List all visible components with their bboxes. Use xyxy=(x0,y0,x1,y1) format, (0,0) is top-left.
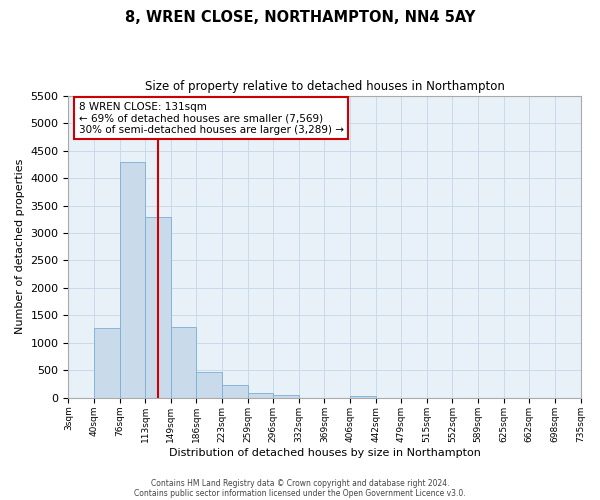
Text: 8, WREN CLOSE, NORTHAMPTON, NN4 5AY: 8, WREN CLOSE, NORTHAMPTON, NN4 5AY xyxy=(125,10,475,25)
Bar xyxy=(273,395,299,398)
X-axis label: Distribution of detached houses by size in Northampton: Distribution of detached houses by size … xyxy=(169,448,481,458)
Text: Contains HM Land Registry data © Crown copyright and database right 2024.: Contains HM Land Registry data © Crown c… xyxy=(151,478,449,488)
Bar xyxy=(94,328,119,398)
Title: Size of property relative to detached houses in Northampton: Size of property relative to detached ho… xyxy=(145,80,505,93)
Bar xyxy=(350,396,376,398)
Text: 8 WREN CLOSE: 131sqm
← 69% of detached houses are smaller (7,569)
30% of semi-de: 8 WREN CLOSE: 131sqm ← 69% of detached h… xyxy=(79,102,344,135)
Bar xyxy=(145,216,171,398)
Bar xyxy=(248,393,273,398)
Bar xyxy=(119,162,145,398)
Bar xyxy=(196,372,222,398)
Text: Contains public sector information licensed under the Open Government Licence v3: Contains public sector information licen… xyxy=(134,488,466,498)
Bar xyxy=(222,384,248,398)
Y-axis label: Number of detached properties: Number of detached properties xyxy=(15,159,25,334)
Bar xyxy=(171,327,196,398)
